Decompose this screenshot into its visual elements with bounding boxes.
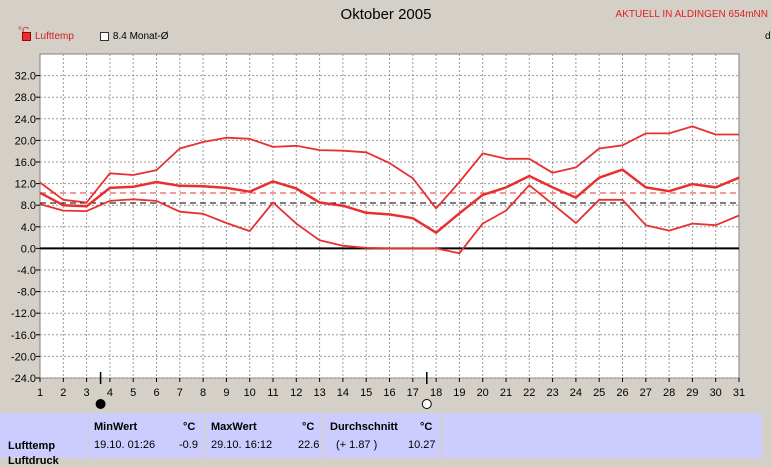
grid bbox=[36, 54, 740, 382]
x-tick-label: 26 bbox=[616, 387, 628, 399]
x-tick-label: 27 bbox=[640, 387, 652, 399]
x-tick-label: 4 bbox=[107, 387, 113, 399]
y-tick-label: -20.0 bbox=[11, 351, 36, 363]
y-tick-label: -8.0 bbox=[17, 287, 36, 299]
y-tick-label: -12.0 bbox=[11, 308, 36, 320]
y-tick-label: 16.0 bbox=[15, 157, 36, 169]
x-tick-label: 6 bbox=[153, 387, 159, 399]
y-tick-label: 8.0 bbox=[21, 200, 36, 212]
x-tick-label: 24 bbox=[570, 387, 582, 399]
series-line-min bbox=[39, 184, 740, 255]
station-label: AKTUELL IN ALDINGEN 654mNN bbox=[615, 9, 768, 20]
x-tick-label: 16 bbox=[383, 387, 395, 399]
y-tick-label: 12.0 bbox=[15, 179, 36, 191]
x-tick-label: 8 bbox=[200, 387, 206, 399]
stats-row-label: Lufttemp bbox=[8, 440, 56, 452]
min-unit: °C bbox=[183, 421, 196, 433]
series-line-mean bbox=[39, 168, 740, 234]
x-tick-label: 9 bbox=[223, 387, 229, 399]
series-line-max bbox=[39, 125, 739, 210]
x-tick-label: 1 bbox=[37, 387, 43, 399]
stats-min-panel: MinWert °C 19.10. 01:26 -0.9 bbox=[89, 413, 204, 458]
avg-unit: °C bbox=[420, 421, 433, 433]
max-date: 29.10. 16:12 bbox=[211, 439, 273, 451]
stats-bar: Lufttemp Luftdruck MinWert °C 19.10. 01:… bbox=[0, 413, 772, 467]
max-value: 22.6 bbox=[298, 439, 320, 451]
legend: Lufttemp 8.4 Monat-Ø bbox=[22, 31, 169, 42]
y-tick-label: 4.0 bbox=[21, 222, 36, 234]
stats-max-panel: MaxWert °C 29.10. 16:12 22.6 bbox=[206, 413, 322, 458]
y-tick-label: -4.0 bbox=[17, 265, 36, 277]
x-tick-label: 13 bbox=[313, 387, 325, 399]
avg-delta: (+ 1.87 ) bbox=[336, 439, 378, 451]
x-tick-label: 11 bbox=[267, 387, 278, 399]
y-tick-label: 24.0 bbox=[15, 114, 36, 126]
x-tick-label: 21 bbox=[500, 387, 512, 399]
x-tick-label: 17 bbox=[407, 387, 419, 399]
y-axis-labels: 32.0 28.0 24.0 20.0 16.0 12.0 8.0 4.0 0.0 -4.0 -8.… bbox=[11, 71, 36, 385]
avg-value: 10.27 bbox=[408, 439, 436, 451]
legend-swatch-monthly-average bbox=[99, 32, 109, 41]
x-tick-label: 14 bbox=[337, 387, 349, 399]
x-tick-label: 7 bbox=[177, 387, 183, 399]
x-axis-labels: 1 2 3 4 5 6 7 8 9 10 11 12 13 14 15 16 17 18 19 20 21 22 23 24 2… bbox=[37, 387, 745, 399]
y-tick-label: 32.0 bbox=[15, 71, 36, 83]
moon-markers bbox=[95, 372, 432, 409]
stats-row-label-2: Luftdruck bbox=[8, 455, 59, 467]
legend-label-lufttemp: Lufttemp bbox=[35, 31, 74, 42]
x-tick-label: 28 bbox=[663, 387, 675, 399]
y-tick-label: -24.0 bbox=[11, 373, 36, 385]
series-lines bbox=[39, 125, 740, 255]
x-tick-label: 5 bbox=[130, 387, 136, 399]
avg-header: Durchschnitt bbox=[330, 421, 398, 433]
legend-swatch-lufttemp bbox=[22, 32, 31, 41]
y-tick-label: 0.0 bbox=[21, 243, 36, 255]
x-tick-label: 31 bbox=[733, 387, 745, 399]
min-date: 19.10. 01:26 bbox=[94, 439, 156, 451]
y-tick-label: 20.0 bbox=[15, 135, 36, 147]
temperature-chart: 32.0 28.0 24.0 20.0 16.0 12.0 8.0 4.0 0.0 -4.0 -8.… bbox=[11, 53, 745, 409]
legend-label-monthly-average: 8.4 Monat-Ø bbox=[112, 31, 169, 42]
cutoff-text: d bbox=[765, 31, 771, 42]
max-unit: °C bbox=[302, 421, 315, 433]
x-tick-label: 3 bbox=[84, 387, 90, 399]
unit-label: °C bbox=[18, 26, 29, 37]
min-header: MinWert bbox=[94, 421, 138, 433]
x-tick-label: 12 bbox=[290, 387, 302, 399]
x-tick-label: 29 bbox=[686, 387, 698, 399]
max-header: MaxWert bbox=[211, 421, 257, 433]
x-tick-label: 19 bbox=[453, 387, 465, 399]
y-tick-label: -16.0 bbox=[11, 330, 36, 342]
full-moon-icon bbox=[421, 399, 432, 409]
new-moon-icon bbox=[95, 399, 106, 409]
x-tick-label: 18 bbox=[430, 387, 442, 399]
x-tick-label: 25 bbox=[593, 387, 605, 399]
min-value: -0.9 bbox=[179, 439, 198, 451]
stats-avg-panel: Durchschnitt °C (+ 1.87 ) 10.27 bbox=[324, 413, 440, 458]
stats-row-labels: Lufttemp Luftdruck bbox=[0, 413, 88, 467]
x-tick-label: 15 bbox=[360, 387, 372, 399]
chart-title: Oktober 2005 bbox=[340, 6, 432, 23]
stats-empty-panel bbox=[442, 413, 762, 458]
x-tick-label: 10 bbox=[244, 387, 256, 399]
x-tick-label: 30 bbox=[710, 387, 722, 399]
y-tick-label: 28.0 bbox=[15, 92, 36, 104]
x-tick-label: 22 bbox=[523, 387, 535, 399]
x-tick-label: 20 bbox=[477, 387, 489, 399]
x-tick-label: 2 bbox=[60, 387, 66, 399]
x-tick-label: 23 bbox=[546, 387, 558, 399]
